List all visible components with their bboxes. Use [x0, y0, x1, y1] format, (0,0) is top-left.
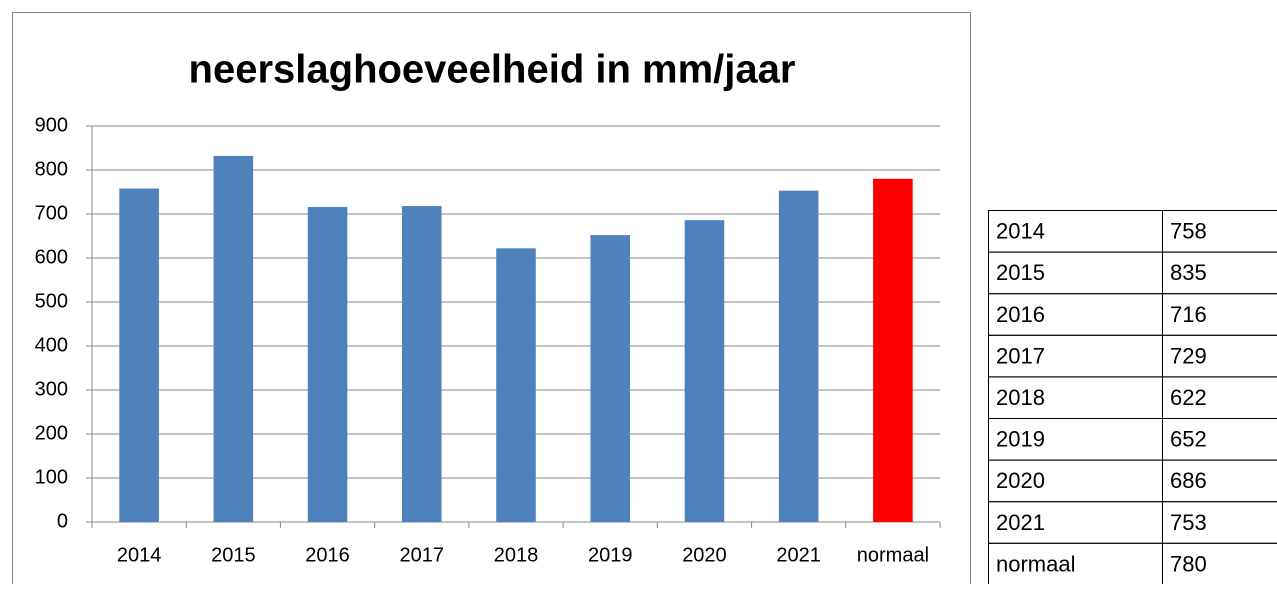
table-text: 2019 [996, 427, 1045, 452]
y-tick-label: 600 [35, 246, 68, 268]
x-tick-label: 2017 [400, 544, 445, 566]
table-text: 652 [1170, 427, 1207, 452]
bar [214, 156, 254, 522]
x-tick-label: 2021 [776, 544, 821, 566]
x-tick-label: 2014 [117, 544, 162, 566]
table-text: 2021 [996, 510, 1045, 535]
bar [685, 220, 725, 522]
table-text: 622 [1170, 385, 1207, 410]
table-text: 835 [1170, 260, 1207, 285]
table-text: 2016 [996, 302, 1045, 327]
y-tick-label: 900 [35, 114, 68, 136]
x-tick-label: 2015 [211, 544, 256, 566]
bar [873, 179, 913, 522]
y-tick-label: 200 [35, 422, 68, 444]
bar [779, 191, 819, 522]
table-text: 758 [1170, 219, 1207, 244]
y-tick-label: 800 [35, 158, 68, 180]
table-text: normaal [996, 551, 1075, 576]
y-tick-label: 500 [35, 290, 68, 312]
table-text: 716 [1170, 302, 1207, 327]
x-tick-label: 2019 [588, 544, 633, 566]
table-text: 2015 [996, 260, 1045, 285]
table-text: 686 [1170, 468, 1207, 493]
y-tick-label: 300 [35, 378, 68, 400]
bar [590, 235, 630, 522]
table-text: 780 [1170, 551, 1207, 576]
bar [119, 188, 159, 522]
table-text: 2020 [996, 468, 1045, 493]
x-tick-label: 2016 [305, 544, 350, 566]
table-text: 753 [1170, 510, 1207, 535]
table-text: 2014 [996, 219, 1045, 244]
chart-title: neerslaghoeveelheid in mm/jaar [189, 48, 796, 92]
table-text: 729 [1170, 343, 1207, 368]
y-tick-label: 400 [35, 334, 68, 356]
x-tick-label: 2018 [494, 544, 539, 566]
bar [496, 248, 536, 522]
table-text: 2017 [996, 343, 1045, 368]
table-text: 2018 [996, 385, 1045, 410]
bar [402, 206, 442, 522]
x-tick-label: 2020 [682, 544, 727, 566]
y-tick-label: 0 [57, 510, 68, 532]
y-tick-label: 700 [35, 202, 68, 224]
bar [308, 207, 348, 522]
y-tick-label: 100 [35, 466, 68, 488]
x-tick-label: normaal [857, 544, 929, 566]
